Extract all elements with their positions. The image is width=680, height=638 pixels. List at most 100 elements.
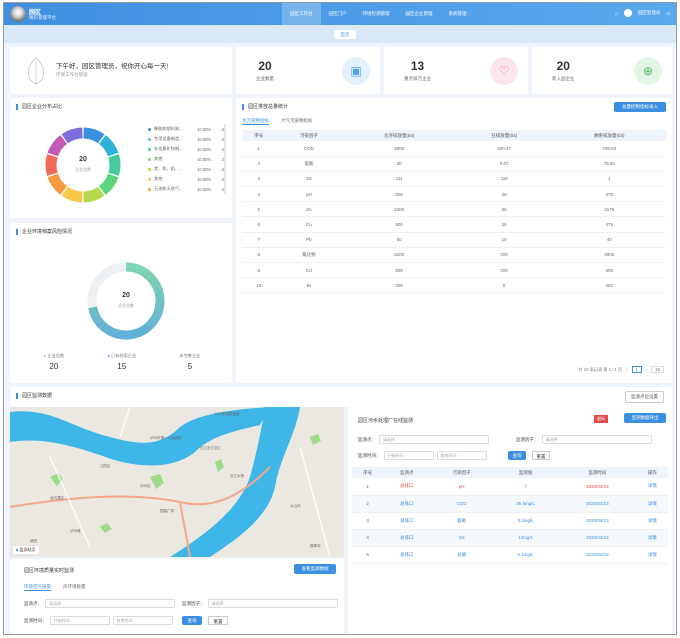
detail-link[interactable]: 详情 xyxy=(636,512,668,530)
outfall-factor-select[interactable]: 请选择 xyxy=(541,435,652,444)
table-cell[interactable]: 总排口 xyxy=(383,546,431,564)
detail-link[interactable]: 详情 xyxy=(636,529,668,547)
map-legend-label: 监测站点 xyxy=(19,547,36,552)
risk-ring-arc xyxy=(88,262,165,340)
next-page-icon[interactable]: › xyxy=(645,367,648,372)
monitor-settings-button[interactable]: 监测点位设置 xyxy=(625,391,664,403)
table-cell: 3175 xyxy=(552,201,666,218)
map-label: 沱江长江交汇 xyxy=(200,445,221,450)
tab-home[interactable]: 首页 xyxy=(334,30,356,39)
table-cell[interactable]: 总排口 xyxy=(383,512,431,530)
table-cell: COD xyxy=(430,495,493,513)
outfall-end-input[interactable]: 结束时间 xyxy=(436,451,487,460)
end-date-input[interactable]: 结束时间 xyxy=(112,616,173,625)
query-button[interactable]: 查询 xyxy=(182,616,202,625)
avatar[interactable] xyxy=(623,9,632,17)
outfall-card: 园区污水处理厂在线监测 超标 监测数据导出 监测点： 请选择 监测因子： 请选择 监… xyxy=(348,407,672,634)
outfall-start-input[interactable]: 开始时间 xyxy=(383,451,434,460)
legend-label: 石油和天然气... xyxy=(154,186,183,191)
outfall-time-field: 监测时间： 开始时间 结束时间 xyxy=(358,451,487,460)
outfall-point-select[interactable]: 请选择 xyxy=(379,435,489,444)
point-select[interactable]: 请选择 xyxy=(45,599,175,608)
legend-item[interactable]: 其他 10.00% 2 xyxy=(148,154,224,164)
table-cell[interactable]: 总排口 xyxy=(383,529,431,547)
legend-dot xyxy=(148,167,151,171)
table-cell: 35.5mg/L xyxy=(492,495,559,513)
reset-button[interactable]: 重置 xyxy=(208,616,228,625)
legend-pct: 10.00% xyxy=(197,166,212,172)
detail-link[interactable]: 详情 xyxy=(636,478,668,496)
greeting-title: 下午好，园区管理员，祝你开心每一天! xyxy=(56,63,169,70)
emission-tabs: 水污染物指标 大气污染物指标 xyxy=(242,118,313,125)
stat-value: 20 xyxy=(258,59,272,73)
nav-system[interactable]: 系统管理 xyxy=(448,11,467,16)
page-size-select[interactable]: 10 xyxy=(651,366,664,373)
table-cell: 2020/04/13 xyxy=(558,478,637,496)
legend-pct: 10.00% xyxy=(197,136,212,142)
legend-pct: 10.00% xyxy=(197,176,212,182)
leaf-icon xyxy=(28,57,44,85)
prev-page-icon[interactable]: ‹ xyxy=(626,367,628,372)
table-cell: 799.53 xyxy=(552,141,666,157)
column-header: 污染因子 xyxy=(430,467,493,478)
nav-enterprise[interactable]: 园区企业管理 xyxy=(405,11,433,16)
tab-air[interactable]: 大气污染物指标 xyxy=(281,118,313,123)
table-cell[interactable]: 总排口 xyxy=(383,478,431,496)
donut-segment xyxy=(83,127,105,144)
quota-entry-button[interactable]: 总量控制指标录入 xyxy=(614,102,666,112)
table-cell: 200 xyxy=(455,247,553,264)
legend-count: 2 xyxy=(221,146,224,152)
detail-link[interactable]: 详情 xyxy=(636,546,668,564)
table-cell: 4 xyxy=(242,186,276,203)
table-cell: 3000 xyxy=(342,141,456,157)
table-cell: pH xyxy=(430,478,493,496)
power-icon[interactable]: ⏻ xyxy=(666,10,670,16)
table-cell: 10 xyxy=(242,277,276,294)
donut-segment xyxy=(83,186,105,203)
column-header: 操作 xyxy=(636,467,668,478)
factor-select[interactable]: 请选择 xyxy=(207,599,338,608)
stat-label: 企业总数 xyxy=(47,353,65,358)
tab-noise[interactable]: 声环境质量 xyxy=(63,584,86,589)
legend-item[interactable]: 非金属矿物制... 10.00% 2 xyxy=(148,144,224,154)
legend-item[interactable]: 其、和、机、... 10.00% 2 xyxy=(148,164,224,174)
view-data-button[interactable]: 查看监测数据 xyxy=(294,564,336,574)
legend-scrollbar[interactable] xyxy=(224,124,226,194)
outfall-reset-button[interactable]: 重置 xyxy=(532,451,550,460)
stat-card-key-polluters[interactable]: 13 重点排污企业 ♡ xyxy=(384,47,528,94)
nav-workbench[interactable]: 园区工作台 xyxy=(282,3,321,25)
nav-monitoring[interactable]: 环境检测管理 xyxy=(362,11,390,16)
tab-water[interactable]: 水污染物指标 xyxy=(242,118,269,125)
stat-card-enterprises[interactable]: 20 企业数量 ▣ xyxy=(236,47,380,94)
map-label: 龙马潭区 xyxy=(50,495,64,500)
column-header: 序号 xyxy=(242,130,276,141)
risk-center-value: 20 xyxy=(122,292,130,299)
table-cell: 25 xyxy=(455,201,553,218)
tab-air-quality[interactable]: 环境空气质量 xyxy=(24,584,51,591)
page-number[interactable]: 1 xyxy=(631,366,642,373)
export-button[interactable]: 监测数据导出 xyxy=(624,413,666,423)
legend-label: 非金属矿物制... xyxy=(154,146,183,151)
user-name[interactable]: 园区管理员 xyxy=(637,10,661,15)
industry-donut-chart xyxy=(45,127,121,203)
outfall-title: 园区污水处理厂在线监测 xyxy=(358,418,414,424)
legend-item[interactable]: 其他 10.00% 2 xyxy=(148,174,224,184)
table-row: 3 SS 111 110 1 xyxy=(242,171,666,188)
industry-legend: 橡胶和塑料制... 10.00% 2 专用设备制造... 10.00% 2 非金属矿物制..… xyxy=(148,124,224,194)
bell-icon[interactable]: ♫ xyxy=(614,10,618,16)
detail-link[interactable]: 详情 xyxy=(636,495,668,513)
table-cell: 8 xyxy=(242,247,276,264)
nav-portal[interactable]: 园区门户 xyxy=(328,11,347,16)
legend-item[interactable]: 石油和天然气... 10.00% 2 xyxy=(148,184,224,194)
table-row: 6 Cu 500 25 475 xyxy=(242,216,666,233)
stat-card-new-enterprises[interactable]: 20 新入园企业 ⊕ xyxy=(532,47,672,94)
outfall-query-button[interactable]: 查询 xyxy=(508,451,526,460)
legend-count: 2 xyxy=(221,176,224,182)
legend-item[interactable]: 橡胶和塑料制... 10.00% 2 xyxy=(148,124,224,134)
legend-dot xyxy=(148,157,151,161)
monitor-map[interactable]: 泸州老窖国宝窖 泸州市第一人民医院 沱江长江交汇 江阳区 龙马潭区 泸州站 长江… xyxy=(10,407,344,557)
start-date-input[interactable]: 开始时间 xyxy=(49,616,110,625)
map-label: 泸州市第一人民医院 xyxy=(150,435,182,440)
legend-item[interactable]: 专用设备制造... 10.00% 2 xyxy=(148,134,224,144)
table-cell[interactable]: 总排口 xyxy=(383,495,431,513)
